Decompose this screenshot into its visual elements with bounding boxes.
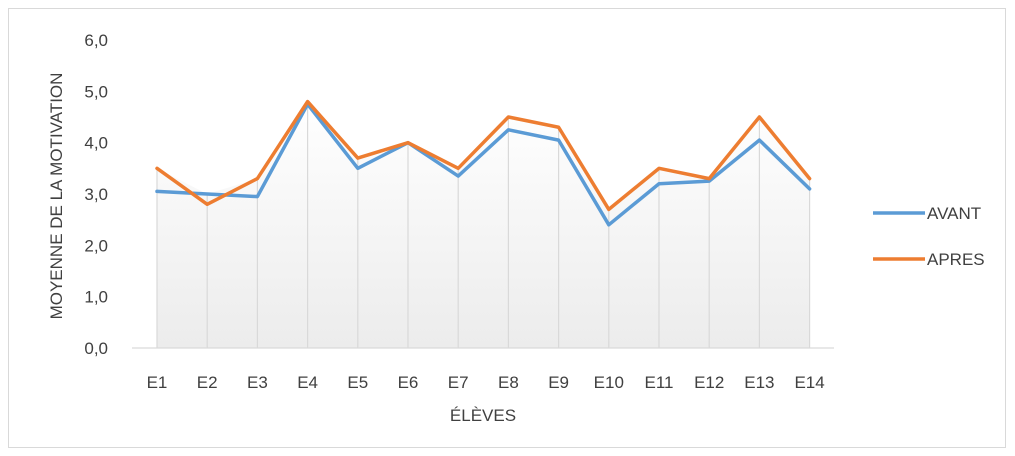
y-tick-label: 4,0 <box>84 134 108 153</box>
x-tick-label: E3 <box>247 373 268 392</box>
y-tick-label: 3,0 <box>84 185 108 204</box>
series-line-avant <box>155 102 812 227</box>
y-axis-title: MOYENNE DE LA MOTIVATION <box>47 73 66 320</box>
x-tick-label: E1 <box>147 373 168 392</box>
x-tick-label: E9 <box>548 373 569 392</box>
legend-label: AVANT <box>927 204 981 223</box>
x-tick-label: E2 <box>197 373 218 392</box>
y-tick-label: 1,0 <box>84 288 108 307</box>
y-tick-label: 5,0 <box>84 82 108 101</box>
series-line-apres <box>155 99 812 212</box>
x-tick-label: E13 <box>744 373 774 392</box>
x-tick-label: E12 <box>694 373 724 392</box>
x-tick-label: E7 <box>448 373 469 392</box>
y-tick-label: 2,0 <box>84 236 108 255</box>
x-tick-label: E8 <box>498 373 519 392</box>
x-tick-label: E11 <box>645 373 674 392</box>
x-tick-label: E6 <box>398 373 419 392</box>
x-tick-label: E14 <box>794 373 824 392</box>
x-tick-label: E4 <box>297 373 318 392</box>
legend-label: APRES <box>927 250 985 269</box>
x-axis-title: ÉLÈVES <box>450 406 516 425</box>
x-tick-label: E5 <box>347 373 368 392</box>
x-tick-label: E10 <box>594 373 624 392</box>
area-fill <box>157 101 810 348</box>
y-tick-label: 6,0 <box>84 31 108 50</box>
y-tick-label: 0,0 <box>84 339 108 358</box>
